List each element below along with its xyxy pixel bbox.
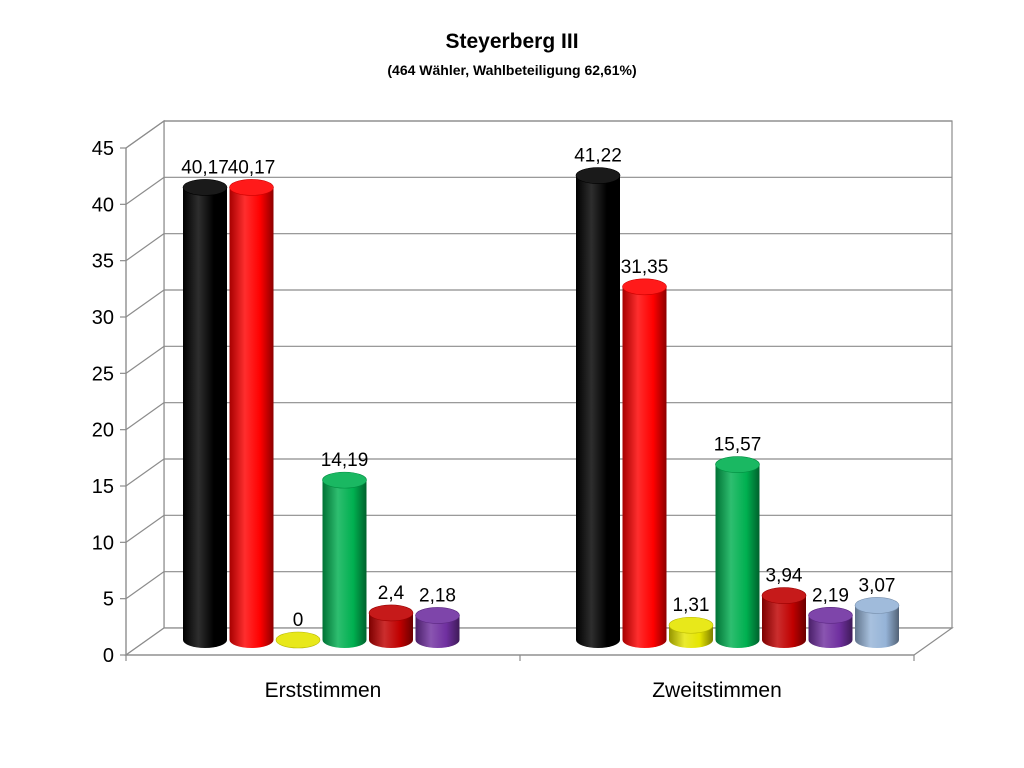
bar-body (229, 187, 274, 648)
data-label: 40,17 (228, 157, 276, 178)
bar-body (808, 615, 853, 648)
bar (182, 179, 228, 648)
bar (715, 456, 760, 648)
bar (368, 604, 414, 648)
bar-top (715, 456, 760, 473)
bar (761, 587, 807, 648)
data-label: 2,18 (419, 585, 456, 606)
gridline-side (125, 233, 165, 262)
bar-top (415, 607, 460, 624)
y-tick-label: 15 (92, 476, 114, 498)
gridline-side (125, 289, 165, 318)
data-label: 2,4 (378, 583, 405, 604)
back-wall (163, 120, 953, 629)
bar-body (622, 286, 667, 648)
gridline-side (125, 458, 165, 487)
bar-body (576, 175, 620, 648)
bar (415, 607, 460, 648)
bar (575, 167, 621, 648)
bar-body (762, 595, 806, 648)
y-tick-label: 20 (92, 420, 114, 442)
bar-body (415, 615, 460, 648)
data-label: 31,35 (621, 257, 669, 278)
data-label: 14,19 (321, 450, 369, 471)
y-tick-label: 5 (103, 589, 114, 611)
bar (854, 597, 900, 648)
bar (229, 179, 274, 648)
gridline-side (125, 402, 165, 431)
y-tick-label: 35 (92, 251, 114, 273)
bar-top (668, 616, 714, 634)
x-category-label: Erststimmen (265, 679, 382, 702)
y-axis: 0 5 10 15 20 25 30 35 40 45 (92, 138, 127, 667)
bar (275, 631, 321, 649)
data-label: 41,22 (574, 146, 622, 167)
bar-top (575, 167, 621, 184)
bar-body (715, 464, 760, 648)
bar-body (369, 612, 413, 648)
data-label: 3,07 (859, 575, 896, 596)
y-tick-label: 45 (92, 138, 114, 160)
bar (668, 616, 714, 648)
bars (182, 167, 900, 649)
bar-body (855, 605, 899, 648)
y-tick-label: 30 (92, 307, 114, 329)
gridline-side (125, 345, 165, 374)
bar-top (229, 179, 274, 196)
bar-body (183, 187, 227, 648)
bar-top (761, 587, 807, 604)
gridline-side (125, 571, 165, 600)
y-tick-label: 40 (92, 194, 114, 216)
x-axis: Erststimmen Zweitstimmen (125, 654, 915, 702)
y-tick-label: 10 (92, 532, 114, 554)
bar-top (275, 631, 321, 649)
y-tick-label: 0 (103, 645, 114, 667)
side-wall (125, 119, 165, 657)
bar-top (854, 597, 900, 614)
gridline-side (125, 176, 165, 205)
bar-top (368, 604, 414, 622)
bar-top (622, 278, 667, 296)
data-label: 0 (293, 610, 304, 631)
data-labels: 40,17 41,22 40,17 31,35 0 1,31 14,19 15,57 2,4 3,… (181, 146, 895, 631)
data-label: 40,17 (181, 157, 229, 178)
x-category-label: Zweitstimmen (652, 679, 782, 702)
chart-title: Steyerberg III (445, 30, 579, 53)
bar (322, 471, 367, 648)
bar-top (322, 471, 367, 489)
gridline-side (125, 514, 165, 543)
chart-subtitle: (464 Wähler, Wahlbeteiligung 62,61%) (387, 62, 637, 78)
bar-top (182, 179, 228, 196)
gridline-side (125, 120, 165, 149)
bar (622, 278, 667, 648)
data-label: 3,94 (766, 566, 803, 587)
bar (808, 607, 853, 648)
data-label: 2,19 (812, 585, 849, 606)
data-label: 15,57 (714, 435, 762, 456)
bar-body (322, 480, 367, 648)
data-label: 1,31 (673, 595, 710, 616)
bar-top (808, 607, 853, 624)
y-tick-label: 25 (92, 363, 114, 385)
